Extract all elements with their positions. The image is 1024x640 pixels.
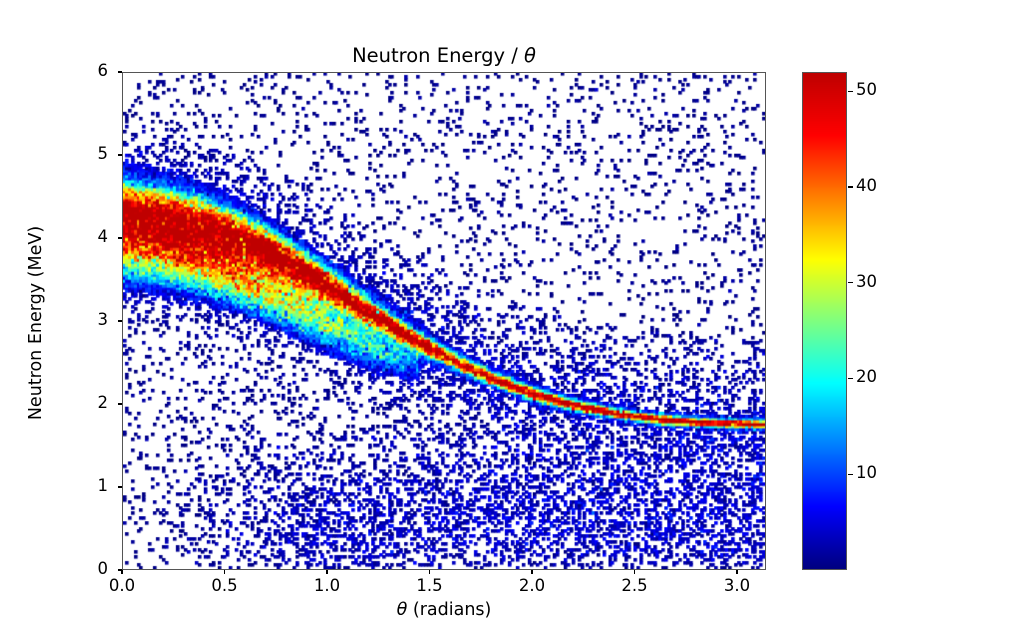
x-axis-tick xyxy=(736,570,738,574)
x-axis-tick xyxy=(121,570,123,574)
x-axis-tick-label-text: 3.0 xyxy=(723,576,751,595)
y-axis-tick xyxy=(118,320,122,322)
y-axis-tick-label-text: 0 xyxy=(97,559,109,578)
x-axis-tick xyxy=(428,570,431,574)
x-axis-tick-label-text: 0.0 xyxy=(108,576,136,595)
colorbar-tick xyxy=(848,186,853,188)
y-axis-tick xyxy=(118,237,122,239)
colorbar-tick xyxy=(848,282,853,284)
x-axis-tick-label-text: 1.0 xyxy=(313,576,341,595)
y-axis-tick xyxy=(118,403,122,405)
x-axis-label-theta-symbol: θ xyxy=(396,600,408,620)
x-axis-tick-label-text: 2.0 xyxy=(518,576,546,595)
y-axis-tick xyxy=(118,71,122,73)
chart-title-text: Neutron Energy / xyxy=(352,44,524,67)
plot-area xyxy=(122,72,766,570)
heatmap-canvas xyxy=(123,73,765,569)
x-axis-tick-label-text: 2.5 xyxy=(621,576,648,595)
y-axis-tick xyxy=(118,154,122,156)
colorbar-tick-label-text: 50 xyxy=(856,80,877,100)
x-axis-label: θ (radians) xyxy=(122,600,766,620)
colorbar xyxy=(802,72,847,570)
chart-title: Neutron Energy / θ xyxy=(122,44,766,68)
y-axis-tick-label-text: 4 xyxy=(97,227,109,246)
x-axis-tick xyxy=(531,570,533,574)
colorbar-tick xyxy=(848,377,853,380)
colorbar-tick-label-text: 10 xyxy=(856,463,877,483)
y-axis-tick-label-text: 5 xyxy=(97,144,109,163)
x-axis-tick xyxy=(326,570,328,574)
x-axis-tick xyxy=(633,570,636,574)
y-axis-tick-label-text: 1 xyxy=(97,476,109,495)
x-axis-tick xyxy=(223,570,226,574)
x-axis-tick-label-text: 1.5 xyxy=(416,576,443,595)
y-axis-tick-label-text: 3 xyxy=(97,310,109,329)
y-axis-label: Neutron Energy (MeV) xyxy=(26,225,46,421)
x-axis-tick-label-text: 0.5 xyxy=(211,576,238,595)
chart-title-theta-symbol: θ xyxy=(523,44,536,67)
y-axis-tick xyxy=(118,486,122,488)
x-axis-label-text: (radians) xyxy=(407,600,492,620)
colorbar-gradient xyxy=(803,73,846,569)
y-axis-tick xyxy=(118,569,122,571)
colorbar-tick-label-text: 40 xyxy=(856,175,877,195)
colorbar-tick-label-text: 20 xyxy=(856,367,877,387)
colorbar-tick xyxy=(848,473,853,475)
y-axis-tick-label-text: 6 xyxy=(97,61,109,80)
colorbar-tick-label-text: 30 xyxy=(856,271,877,291)
colorbar-tick xyxy=(848,90,853,92)
y-axis-tick-label-text: 2 xyxy=(97,393,109,412)
